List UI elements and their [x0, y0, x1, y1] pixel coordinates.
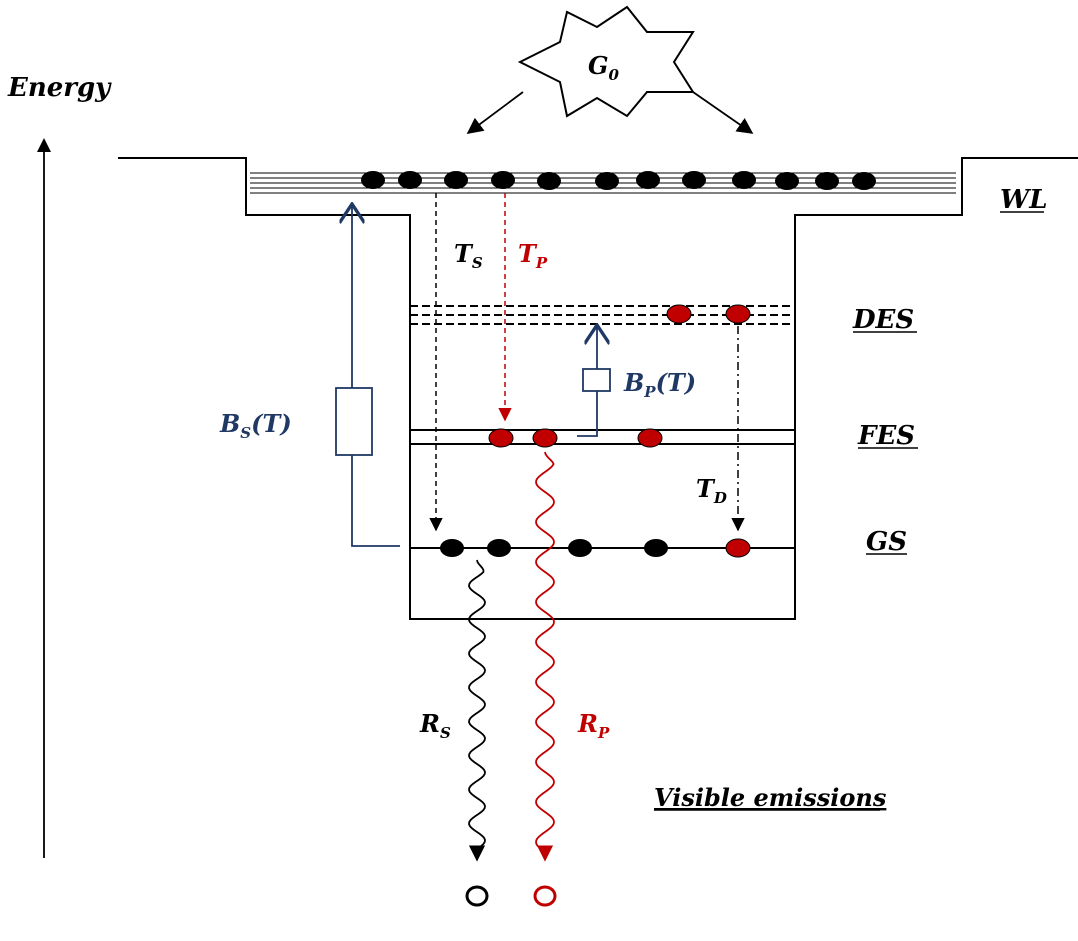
- carrier-dot: [852, 172, 876, 190]
- g0-star-shape: [517, 5, 695, 118]
- rs-photon-circle: [465, 885, 489, 907]
- g0-arrow-right: [692, 91, 754, 134]
- energy-axis-arrowhead: [37, 138, 51, 152]
- fes-level: [410, 428, 795, 448]
- tp-label: TP: [518, 239, 548, 272]
- gs-carrier-dot: [440, 539, 464, 557]
- gs-carrier-dot: [568, 539, 592, 557]
- carrier-dot: [444, 171, 468, 189]
- visible-emissions-label: Visible emissions: [654, 783, 887, 812]
- rp-photon-circle: [533, 885, 557, 907]
- des-label: DES: [852, 305, 914, 335]
- ts-label: TS: [454, 239, 483, 272]
- carrier-dot: [595, 172, 619, 190]
- bs-label: BS(T): [219, 409, 292, 442]
- td-transition: TD: [696, 326, 745, 532]
- carrier-dot: [682, 171, 706, 189]
- tp-transition: TP: [498, 193, 548, 422]
- gs-carrier-dot: [725, 538, 751, 558]
- fes-carrier-dot: [637, 428, 663, 448]
- des-carrier-dot: [666, 304, 692, 324]
- carrier-dot: [732, 171, 756, 189]
- g0-source: G0: [466, 5, 754, 134]
- fes-carrier-dot: [488, 428, 514, 448]
- des-carrier-dot: [725, 304, 751, 324]
- bp-transition: BP(T): [577, 325, 696, 437]
- bs-transition: BS(T): [219, 204, 400, 547]
- rs-emission: RS: [419, 559, 489, 907]
- carrier-dot: [815, 172, 839, 190]
- gs-carrier-dot: [644, 539, 668, 557]
- carrier-dot: [775, 172, 799, 190]
- des-level: [410, 304, 795, 325]
- carrier-dot: [491, 171, 515, 189]
- bp-label: BP(T): [623, 368, 696, 401]
- bp-resistor-box: [582, 368, 611, 392]
- energy-axis-label: Energy: [7, 73, 112, 103]
- gs-level: [410, 538, 795, 558]
- rp-label: RP: [577, 709, 610, 742]
- energy-axis: [37, 138, 51, 858]
- gs-label: GS: [866, 527, 907, 557]
- ts-transition: TS: [429, 193, 483, 532]
- well-outline: [118, 157, 1078, 620]
- gs-carrier-dot: [487, 539, 511, 557]
- carrier-dot: [537, 172, 561, 190]
- g0-arrow-left: [466, 91, 524, 134]
- rs-label: RS: [419, 709, 451, 742]
- carrier-dot: [361, 171, 385, 189]
- carrier-dot: [398, 171, 422, 189]
- g0-label: G0: [588, 51, 620, 84]
- td-label: TD: [696, 474, 727, 507]
- carrier-dot: [636, 171, 660, 189]
- rp-emission: RP: [533, 451, 610, 907]
- bs-resistor-box: [335, 387, 373, 456]
- level-labels: WL DES FES GS: [852, 185, 1047, 557]
- wl-carriers: [361, 171, 876, 190]
- wl-label: WL: [1000, 185, 1047, 215]
- fes-carrier-dot: [532, 428, 558, 448]
- fes-label: FES: [857, 421, 915, 451]
